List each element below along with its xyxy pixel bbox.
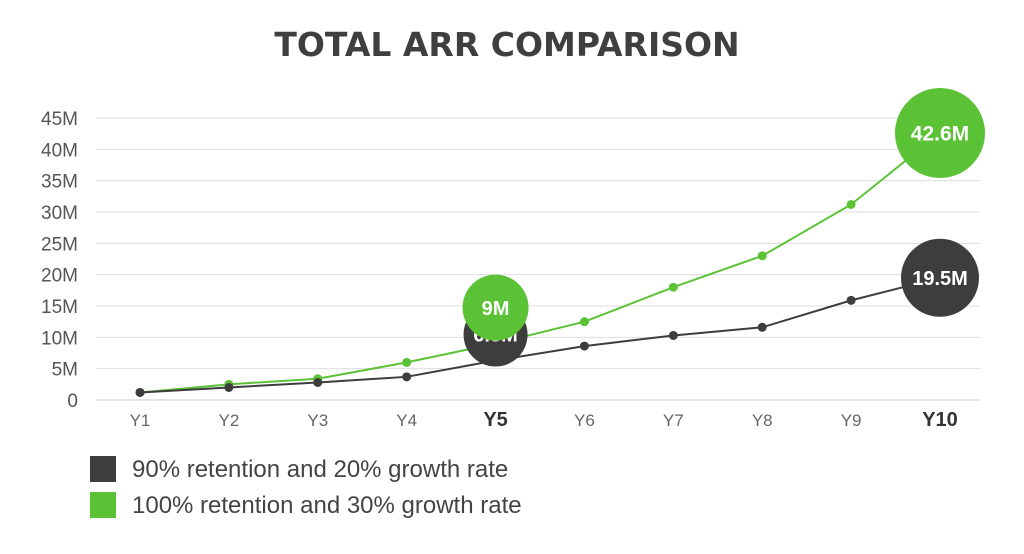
- y-tick-label: 20M: [41, 266, 78, 287]
- chart-title: TOTAL ARR COMPARISON: [274, 25, 739, 64]
- series-line-1: [139, 276, 941, 394]
- x-axis-ticks: Y1 Y2 Y3 Y4 Y5 Y6 Y7 Y8 Y9 Y10: [130, 409, 958, 431]
- y-tick-label: 5M: [52, 360, 78, 381]
- data-point-series-1: [313, 377, 323, 387]
- legend-swatch-series-2: [90, 492, 116, 518]
- y-tick-label: 35M: [41, 172, 78, 193]
- legend: 90% retention and 20% growth rate 100% r…: [90, 456, 522, 519]
- legend-label-series-1: 90% retention and 20% growth rate: [132, 456, 508, 483]
- x-tick-label: Y7: [663, 411, 684, 430]
- callout-bubble-series-1: [901, 238, 979, 317]
- data-point-series-2: [579, 317, 589, 327]
- data-point-series-1: [135, 387, 145, 397]
- y-tick-label: 40M: [41, 140, 78, 161]
- data-point-series-2: [757, 251, 767, 261]
- x-tick-label: Y6: [574, 411, 595, 430]
- y-tick-label: 25M: [41, 234, 78, 255]
- data-point-series-2: [402, 357, 412, 367]
- series-line-2: [139, 132, 941, 394]
- callout-label-series-2: 42.6M: [911, 123, 969, 146]
- data-point-series-1: [579, 341, 589, 351]
- callout-label-series-2: 9M: [482, 298, 510, 320]
- x-tick-label: Y5: [483, 409, 507, 431]
- x-tick-label: Y8: [752, 411, 773, 430]
- y-axis-ticks: 0 5M 10M 15M 20M 25M 30M 35M 40M 45M: [41, 109, 78, 412]
- y-tick-label: 0: [67, 391, 78, 412]
- x-tick-label: Y1: [130, 411, 151, 430]
- callout-bubble-series-2: [462, 274, 529, 341]
- callout-label-series-1: 19.5M: [912, 268, 968, 290]
- x-tick-label: Y10: [922, 409, 958, 431]
- y-tick-label: 15M: [41, 297, 78, 318]
- grid: [96, 117, 980, 401]
- legend-label-series-2: 100% retention and 30% growth rate: [132, 492, 522, 519]
- data-point-series-1: [224, 382, 234, 392]
- x-tick-label: Y4: [396, 411, 417, 430]
- series-lines: [135, 128, 945, 397]
- y-tick-label: 45M: [41, 109, 78, 130]
- callout-bubble-series-2: [895, 88, 985, 179]
- data-point-series-1: [846, 295, 856, 305]
- data-point-series-1: [402, 372, 412, 382]
- y-tick-label: 30M: [41, 203, 78, 224]
- y-tick-label: 10M: [41, 328, 78, 349]
- data-point-series-1: [668, 330, 678, 340]
- x-tick-label: Y3: [307, 411, 328, 430]
- x-tick-label: Y2: [218, 411, 239, 430]
- data-point-series-2: [668, 282, 678, 292]
- data-point-series-2: [846, 199, 856, 209]
- x-tick-label: Y9: [841, 411, 862, 430]
- legend-swatch-series-1: [90, 456, 116, 482]
- data-point-series-1: [757, 322, 767, 332]
